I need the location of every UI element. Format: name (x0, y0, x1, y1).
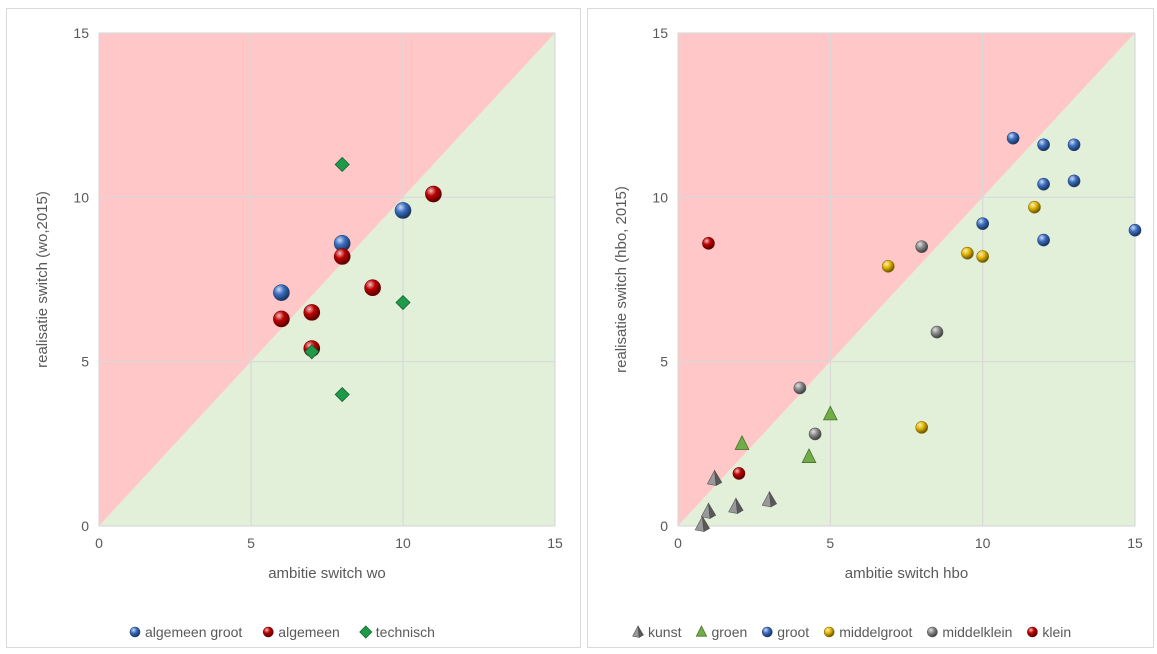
legend-label-middelklein: middelklein (942, 624, 1012, 640)
legend-marker-technisch (359, 625, 373, 639)
point-groot (1128, 223, 1142, 237)
y-axis-title: realisatie switch (wo,2015) (34, 191, 51, 368)
point-middelgroot (961, 246, 974, 260)
x-tick-label: 15 (1127, 535, 1143, 551)
legend-marker-groot (761, 626, 773, 638)
y-tick-label: 15 (652, 25, 668, 41)
point-algemeen (303, 304, 321, 321)
point-middelklein (930, 325, 944, 339)
legend-label-groen: groen (711, 624, 747, 640)
point-kunst (706, 469, 723, 487)
scatter-chart-hbo: 0 5 10 15 0 5 10 15 ambitie switch hbo realisatie… (613, 25, 1143, 640)
point-algemeen (273, 310, 290, 328)
point-algemeen-groot (273, 284, 290, 301)
point-groot (1037, 233, 1050, 247)
point-algemeen-groot (394, 202, 412, 219)
x-tick-label: 0 (674, 535, 682, 551)
point-groot (1037, 138, 1050, 152)
point-kunst (700, 502, 717, 519)
point-technisch (334, 156, 350, 173)
point-algemeen (425, 185, 442, 203)
point-technisch (304, 344, 320, 360)
x-tick-label: 10 (395, 535, 411, 551)
x-tick-label: 10 (975, 535, 991, 551)
legend-label-algemeen-groot: algemeen groot (145, 624, 242, 640)
point-groot (1006, 131, 1020, 145)
point-groen (801, 448, 817, 463)
y-tick-label: 10 (73, 189, 89, 205)
legend-label-kunst: kunst (648, 624, 682, 640)
point-klein (702, 237, 715, 250)
x-tick-label: 0 (95, 535, 103, 551)
legend-marker-algemeen (262, 626, 274, 638)
x-tick-label: 5 (826, 535, 834, 551)
point-technisch (334, 386, 350, 403)
point-middelgroot (1028, 200, 1041, 214)
y-tick-label: 15 (73, 25, 89, 41)
point-middelklein (915, 240, 929, 253)
point-groot (1067, 138, 1081, 152)
point-groot (1037, 177, 1050, 191)
point-kunst (728, 497, 744, 514)
point-kunst (694, 515, 710, 533)
point-groen (822, 405, 838, 421)
x-tick-label: 15 (547, 535, 563, 551)
y-tick-label: 5 (660, 354, 668, 370)
legend-marker-middelklein (927, 626, 938, 638)
x-tick-label: 5 (247, 535, 255, 551)
point-kunst (761, 490, 778, 508)
point-groot (1067, 174, 1081, 188)
legend-marker-algemeen-groot (129, 626, 141, 638)
point-middelgroot (915, 421, 929, 434)
region-below-diagonal (678, 33, 1135, 526)
y-tick-label: 0 (660, 518, 668, 534)
x-axis-title: ambitie switch hbo (845, 565, 968, 582)
point-middelklein (808, 427, 822, 441)
legend-marker-middelgroot (823, 626, 835, 638)
legend-label-middelgroot: middelgroot (839, 624, 912, 640)
point-groot (976, 217, 989, 230)
legend-marker-groen (695, 625, 708, 637)
x-axis-title: ambitie switch wo (268, 565, 386, 582)
legend-label-klein: klein (1042, 624, 1071, 640)
region-below-diagonal (99, 33, 555, 526)
y-axis-title: realisatie switch (hbo, 2015) (613, 186, 630, 373)
y-tick-label: 0 (81, 518, 89, 534)
point-algemeen (333, 248, 351, 265)
chart-panel-wo: 0 5 10 15 0 5 10 15 ambitie switch wo realisatie … (6, 8, 581, 648)
legend-label-technisch: technisch (376, 624, 435, 640)
point-klein (732, 467, 746, 480)
point-groen (734, 434, 750, 450)
y-tick-label: 5 (81, 354, 89, 370)
y-tick-label: 10 (652, 189, 668, 205)
legend: algemeen groot algemeen technisch (129, 624, 435, 640)
legend-label-groot: groot (777, 624, 809, 640)
point-middelgroot (976, 250, 989, 263)
scatter-chart-wo: 0 5 10 15 0 5 10 15 ambitie switch wo realisatie … (34, 25, 563, 640)
legend-label-algemeen: algemeen (278, 624, 340, 640)
legend-marker-kunst (632, 624, 644, 638)
legend-marker-klein (1027, 626, 1038, 638)
chart-panel-hbo: 0 5 10 15 0 5 10 15 ambitie switch hbo realisatie… (587, 8, 1154, 648)
point-middelklein (793, 381, 807, 395)
legend: kunst groen groot middelgroot middelklein kle… (632, 624, 1071, 640)
point-technisch (395, 294, 411, 311)
point-algemeen (364, 279, 381, 297)
point-middelgroot (881, 260, 895, 273)
